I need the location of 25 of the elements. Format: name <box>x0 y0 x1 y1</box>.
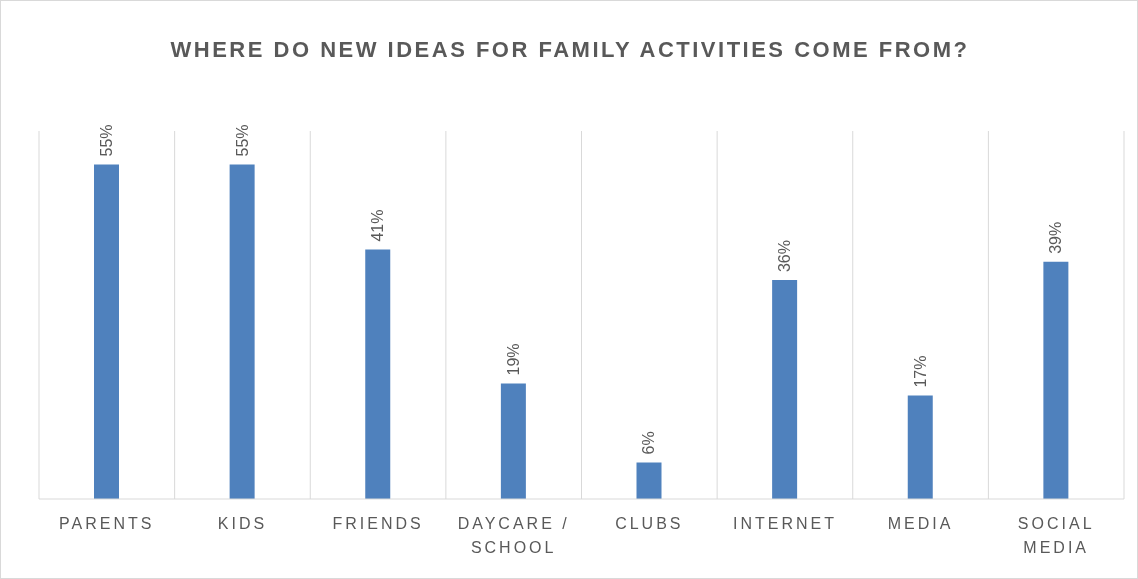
data-label: 55% <box>98 124 115 157</box>
bar <box>94 164 119 499</box>
x-tick-label: FRIENDS <box>332 515 424 532</box>
bar <box>1043 261 1069 499</box>
bar <box>772 280 798 499</box>
data-label: 17% <box>911 355 929 388</box>
bar <box>907 395 933 499</box>
bar <box>636 462 662 499</box>
x-tick-label: PARENTS <box>59 515 155 532</box>
data-label: 41% <box>369 209 387 242</box>
data-label: 19% <box>504 343 522 376</box>
x-tick-label: INTERNET <box>732 515 837 532</box>
data-label: 6% <box>640 431 658 455</box>
bar <box>500 383 526 499</box>
data-label: 39% <box>1047 221 1065 254</box>
x-tick-label: MEDIA <box>887 515 954 532</box>
data-label: 55% <box>233 124 251 157</box>
bar <box>365 249 391 499</box>
x-tick-label: DAYCARE / SCHOOL <box>457 515 570 556</box>
bar <box>229 164 255 499</box>
chart-title: WHERE DO NEW IDEAS FOR FAMILY ACTIVITIES COME FROM? <box>169 36 971 64</box>
x-tick-label: CLUBS <box>615 515 684 532</box>
x-tick-label: KIDS <box>217 515 268 532</box>
x-tick-label: SOCIAL MEDIA <box>1017 515 1095 556</box>
data-label: 36% <box>776 239 794 273</box>
